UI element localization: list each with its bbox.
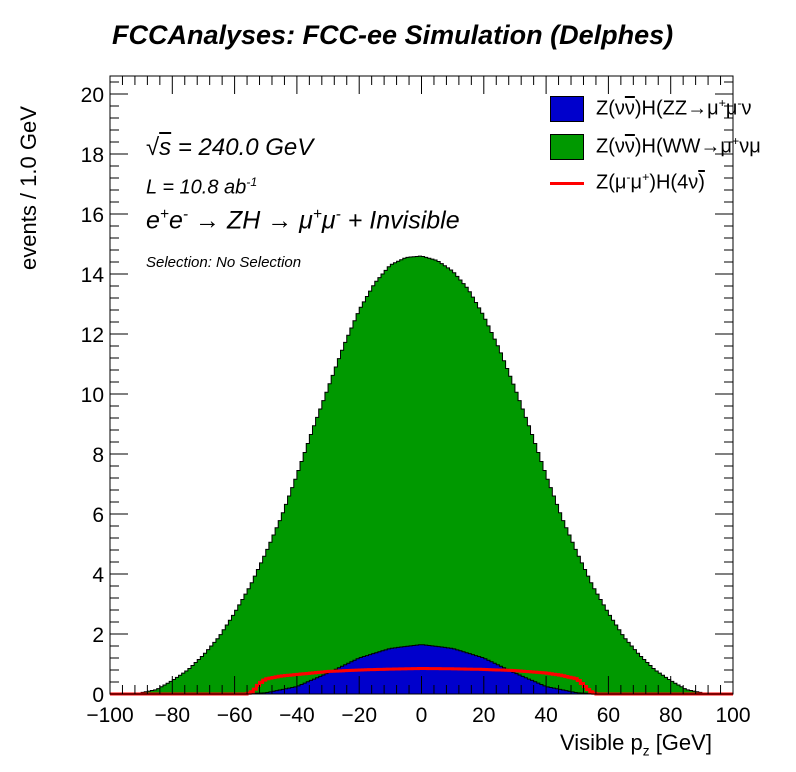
x-tick-label: 0: [416, 704, 428, 727]
legend-entry-signal: Z(μ-μ+)H(4ν): [548, 168, 796, 198]
histogram-ww-stack: [110, 255, 733, 695]
x-tick-label: −40: [279, 704, 315, 727]
y-tick-label: 0: [92, 684, 104, 707]
x-tick-label: 80: [659, 704, 682, 727]
x-tick-label: −100: [86, 704, 133, 727]
legend-swatch-zz: [550, 96, 584, 122]
y-tick-label: 4: [92, 564, 104, 587]
y-tick-label: 16: [81, 204, 104, 227]
legend: Z(νν)H(ZZ→μ+μ-ν Z(νν)H(WW→μ+νμ Z(μ-μ+)H(…: [548, 90, 796, 200]
x-axis-label: Visible pz [GeV]: [560, 730, 712, 759]
process-annotation: e+e- → ZH → μ+μ- + Invisible: [146, 206, 460, 235]
x-tick-label: 20: [472, 704, 495, 727]
x-tick-label: −80: [154, 704, 190, 727]
x-tick-label: 60: [597, 704, 620, 727]
x-tick-label: −20: [341, 704, 377, 727]
y-tick-label: 10: [81, 384, 104, 407]
legend-label-zz: Z(νν)H(ZZ→μ+μ-ν: [596, 96, 752, 120]
y-tick-label: 20: [81, 84, 104, 107]
y-tick-label: 18: [81, 144, 104, 167]
legend-label-signal: Z(μ-μ+)H(4ν): [596, 170, 705, 194]
selection-annotation: Selection: No Selection: [146, 254, 302, 271]
legend-entry-zz: Z(νν)H(ZZ→μ+μ-ν: [548, 94, 796, 124]
chart-axes: −100 −80 −60 −40 −20 0 20 40 60 80 100 0 2 4 6 8 10 12 14 1…: [81, 75, 751, 727]
legend-label-ww: Z(νν)H(WW→μ+νμ: [596, 134, 761, 158]
x-tick-label: −60: [217, 704, 253, 727]
y-tick-label: 8: [92, 444, 104, 467]
legend-entry-ww: Z(νν)H(WW→μ+νμ: [548, 132, 796, 162]
luminosity-annotation: L = 10.8 ab-1: [146, 175, 258, 199]
x-tick-label: 40: [534, 704, 557, 727]
y-tick-label: 2: [92, 624, 104, 647]
y-axis-label: events / 1.0 GeV: [16, 106, 41, 270]
histogram-bars: [110, 255, 733, 695]
legend-swatch-ww: [550, 134, 584, 160]
y-tick-label: 14: [81, 264, 105, 287]
x-tick-label: 100: [715, 704, 750, 727]
y-tick-label: 12: [81, 324, 104, 347]
chart-title: FCCAnalyses: FCC-ee Simulation (Delphes): [112, 20, 674, 50]
sqrt-s-annotation: √s = 240.0 GeV: [146, 134, 314, 161]
legend-line-signal: [550, 182, 584, 185]
y-tick-label: 6: [92, 504, 104, 527]
